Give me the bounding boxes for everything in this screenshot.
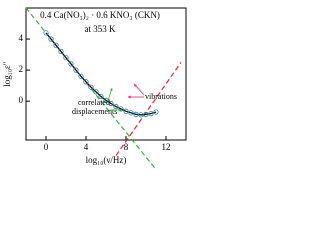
data-point: [98, 93, 104, 100]
chart: 0.4 Ca(NO₃)₂ · 0.6 KNO₃ (CKN) at 353 K l…: [2, 7, 187, 170]
data-point: [123, 108, 129, 114]
data-point: [78, 73, 84, 79]
fit-curve: [45, 32, 157, 116]
data-point: [93, 89, 99, 95]
data-point: [83, 79, 89, 85]
x-tick-label: 4: [84, 142, 89, 152]
data-point: [63, 55, 69, 61]
data-point: [58, 48, 64, 55]
x-tick-label: 12: [162, 142, 171, 152]
data-point: [53, 42, 59, 48]
data-point: [118, 106, 124, 112]
data-point: [128, 110, 134, 116]
y-tick-label: 0: [19, 95, 24, 105]
annotation: correlated: [78, 98, 110, 107]
data-point: [143, 111, 149, 117]
red-dashed-line: [115, 62, 182, 156]
plot-frame: [25, 7, 187, 141]
data-point: [138, 112, 144, 118]
data-point: [113, 104, 119, 110]
arrow-head: [109, 88, 113, 91]
arrow-head: [134, 84, 137, 87]
arrow-head: [119, 108, 122, 112]
x-tick-label: 8: [124, 142, 129, 152]
data-point: [153, 109, 159, 115]
data-point: [148, 111, 154, 117]
data-point: [48, 36, 54, 42]
arrow-head: [128, 95, 131, 99]
x-axis-label: log₁₀(ν/Hz): [86, 155, 127, 165]
data-point: [133, 111, 139, 117]
data-point: [43, 30, 49, 36]
data-point: [108, 100, 114, 107]
x-tick-label: 0: [44, 142, 49, 152]
data-point: [68, 61, 74, 67]
chart-subtitle: at 353 K: [85, 24, 116, 34]
chart-title: 0.4 Ca(NO₃)₂ · 0.6 KNO₃ (CKN): [40, 10, 160, 20]
y-tick-label: 4: [19, 33, 24, 43]
annotation: displacements: [72, 107, 117, 116]
y-axis-label: log₁₀ε′′: [2, 61, 12, 87]
data-point: [73, 67, 79, 73]
data-point: [88, 84, 94, 90]
y-tick-label: 2: [19, 64, 24, 74]
annotation: vibrations: [145, 92, 177, 101]
